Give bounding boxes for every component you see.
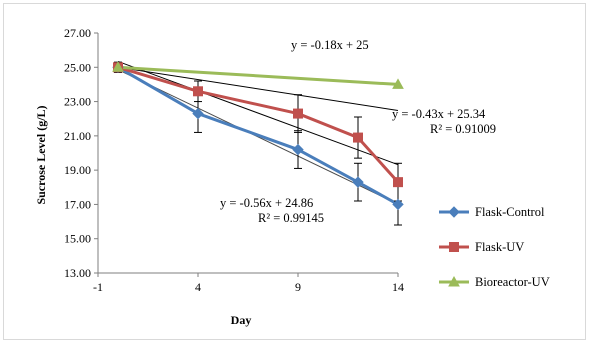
legend-label: Flask-Control	[475, 205, 545, 219]
series-line	[117, 65, 400, 184]
y-tick-label: 13.00	[64, 266, 91, 280]
diamond-marker	[352, 176, 364, 188]
legend-item: Flask-UV	[439, 240, 524, 254]
equation-label: y = -0.43x + 25.34	[392, 107, 486, 121]
trendline	[117, 66, 399, 111]
x-axis-title: Day	[231, 313, 252, 327]
square-marker	[293, 108, 303, 119]
triangle-marker	[392, 78, 404, 89]
trendlines	[117, 60, 399, 205]
y-tick-label: 27.00	[64, 26, 91, 40]
diamond-marker	[292, 143, 304, 156]
chart-frame	[3, 3, 586, 340]
data-markers	[112, 61, 404, 211]
y-axis-title: Sucrose Level (g/L)	[34, 105, 48, 204]
y-tick-label: 17.00	[64, 197, 91, 211]
y-tick-label: 21.00	[64, 129, 91, 143]
y-tick-label: 23.00	[64, 95, 91, 109]
x-tick-label: 9	[295, 280, 301, 294]
y-tick-label: 25.00	[64, 60, 91, 74]
square-marker	[449, 242, 459, 252]
diamond-marker	[392, 198, 404, 211]
trendline	[117, 60, 399, 166]
legend-item: Flask-Control	[439, 205, 545, 219]
equation-label: y = -0.56x + 24.86	[220, 196, 313, 210]
axes: 13.00 15.00 17.00 19.00 21.00 23.00 25.00 27.00…	[64, 26, 404, 294]
legend: Flask-Control Flask-UV Bioreactor-UV	[439, 205, 550, 289]
diamond-marker	[448, 206, 460, 218]
diamond-marker	[192, 107, 204, 120]
series-line	[117, 65, 399, 86]
equation-label: R² = 0.99145	[258, 211, 324, 225]
y-tick-label: 15.00	[64, 232, 91, 246]
equation-label: y = -0.18x + 25	[291, 38, 369, 52]
y-tick-label: 19.00	[64, 163, 91, 177]
legend-label: Bioreactor-UV	[475, 275, 550, 289]
legend-item: Bioreactor-UV	[439, 275, 550, 289]
triangle-marker	[112, 61, 124, 72]
square-marker	[393, 177, 403, 188]
legend-label: Flask-UV	[475, 240, 524, 254]
x-tick-label: 14	[392, 280, 404, 294]
x-tick-label: 4	[195, 280, 201, 294]
trendline	[117, 69, 399, 205]
equation-label: R² = 0.91009	[430, 122, 496, 136]
triangle-marker	[448, 275, 460, 287]
square-marker	[353, 132, 363, 143]
square-marker	[193, 86, 203, 97]
x-tick-label: -1	[93, 280, 103, 294]
